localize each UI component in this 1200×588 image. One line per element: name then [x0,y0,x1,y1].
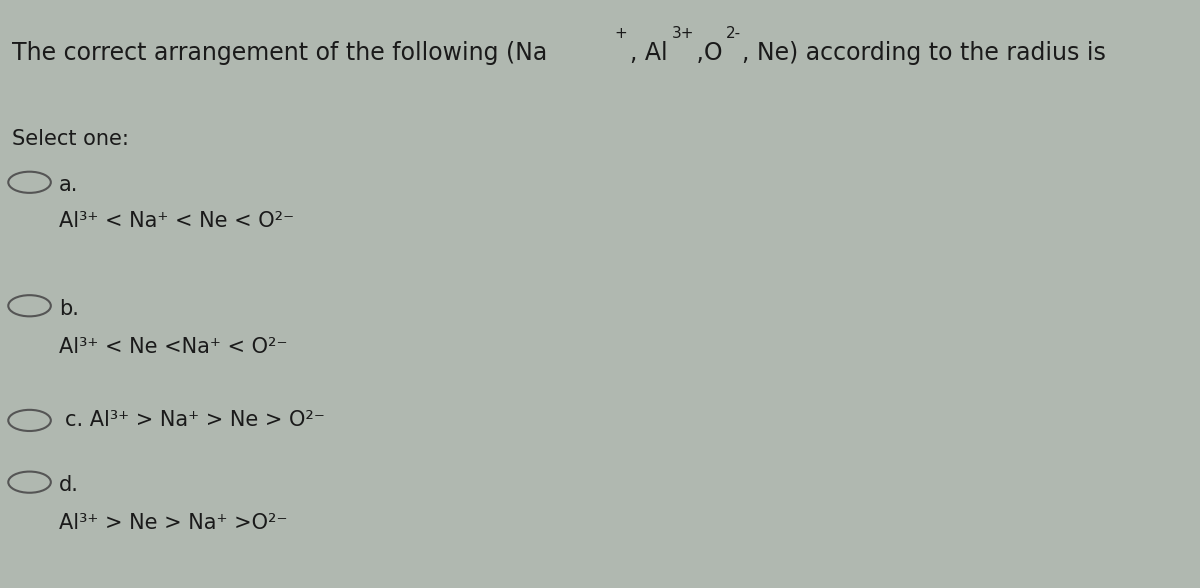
Text: +: + [614,26,626,42]
Text: a.: a. [59,175,78,195]
Text: c. Al³⁺ > Na⁺ > Ne > O²⁻: c. Al³⁺ > Na⁺ > Ne > O²⁻ [65,410,325,430]
Text: , Ne) according to the radius is: , Ne) according to the radius is [743,41,1106,65]
Text: Al³⁺ < Na⁺ < Ne < O²⁻: Al³⁺ < Na⁺ < Ne < O²⁻ [59,211,294,230]
Text: Al³⁺ > Ne > Na⁺ >O²⁻: Al³⁺ > Ne > Na⁺ >O²⁻ [59,513,288,533]
Text: The correct arrangement of the following (Na: The correct arrangement of the following… [12,41,547,65]
Text: , Al: , Al [630,41,667,65]
Text: 3+: 3+ [672,26,694,42]
Text: ,O: ,O [689,41,722,65]
Text: 2-: 2- [726,26,740,42]
Text: b.: b. [59,299,79,319]
Text: d.: d. [59,475,79,495]
Text: Al³⁺ < Ne <Na⁺ < O²⁻: Al³⁺ < Ne <Na⁺ < O²⁻ [59,337,288,357]
Text: Select one:: Select one: [12,129,128,149]
